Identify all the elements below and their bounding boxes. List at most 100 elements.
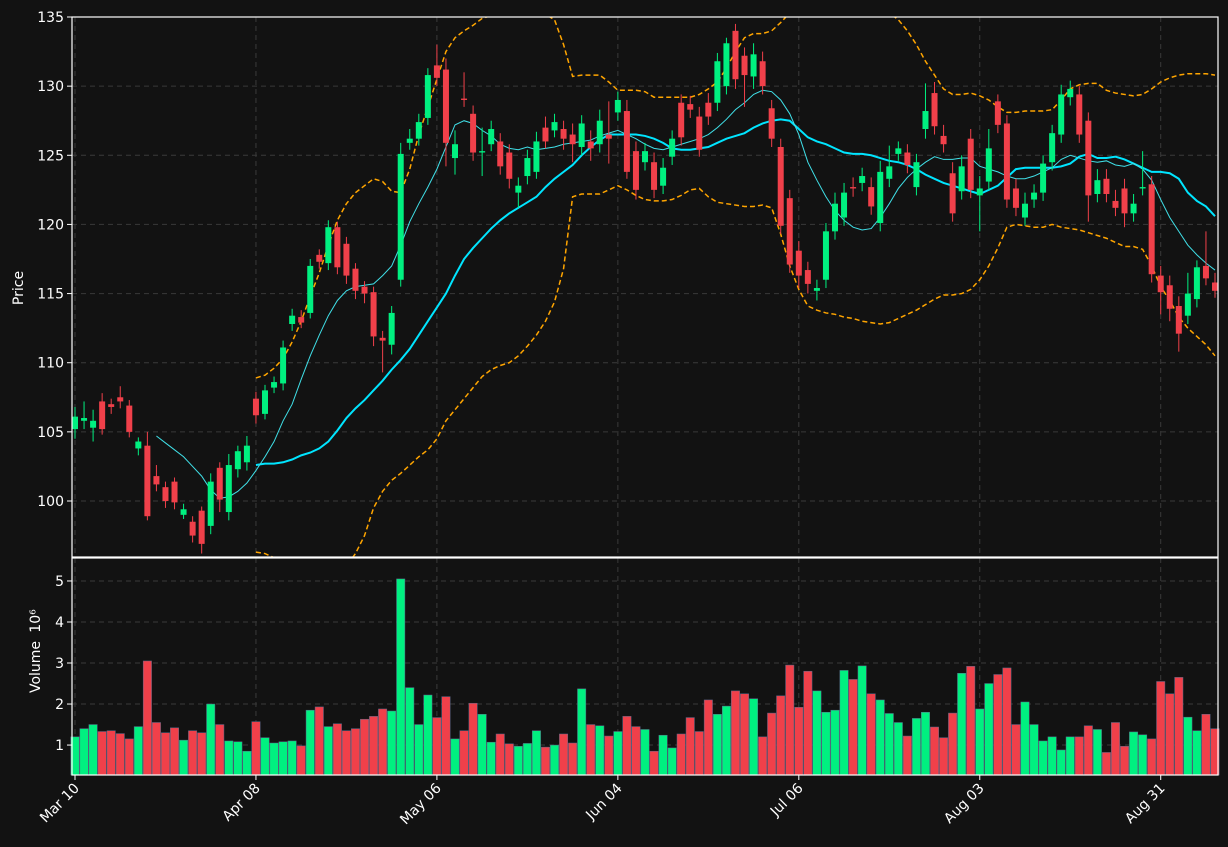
volume-bar	[197, 732, 207, 776]
volume-bar	[848, 679, 858, 776]
volume-bar	[839, 670, 849, 776]
volume-bar	[1029, 724, 1039, 776]
candle-body	[243, 445, 250, 463]
candle-body	[1175, 306, 1182, 334]
y-tick-label: 105	[37, 425, 64, 441]
volume-bar	[893, 722, 903, 776]
volume-bar	[767, 712, 777, 776]
candle-body	[678, 102, 685, 138]
volume-bar	[115, 733, 125, 776]
volume-bar	[432, 717, 442, 776]
candle-body	[1166, 285, 1173, 309]
candle-body	[1139, 187, 1146, 189]
indicator-lines	[156, 17, 1216, 557]
volume-bar	[531, 730, 541, 776]
candle-body	[198, 510, 205, 544]
volume-bar	[1165, 693, 1175, 776]
candle-body	[252, 398, 259, 416]
volume-bar	[884, 713, 894, 776]
candle-body	[1058, 94, 1065, 135]
volume-bar	[586, 724, 596, 776]
volume-bar	[694, 731, 704, 776]
candle-body	[596, 120, 603, 145]
candle-body	[216, 467, 223, 500]
volume-bar	[314, 706, 324, 776]
volume-bar	[405, 687, 415, 776]
candle-body	[822, 231, 829, 280]
volume-bar	[703, 699, 713, 776]
candle-body	[705, 102, 712, 117]
candle-body	[922, 111, 929, 130]
volume-bar	[794, 707, 804, 776]
y-tick-label: 115	[37, 287, 64, 303]
volume-bar	[758, 736, 768, 776]
volume-bar	[541, 746, 550, 776]
candle-body	[642, 151, 648, 163]
candle-body	[1148, 184, 1155, 275]
volume-bar	[151, 722, 161, 776]
candle-body	[605, 134, 612, 139]
candle-body	[388, 312, 395, 345]
volume-bar	[821, 711, 831, 776]
candle-body	[334, 227, 341, 268]
volume-bar	[206, 703, 216, 776]
volume-bar	[260, 737, 270, 776]
volume-bar	[1011, 724, 1021, 776]
indicator-line	[255, 118, 1216, 467]
candle-body	[1121, 188, 1128, 214]
volume-bar	[287, 740, 297, 776]
volume-scale-label: 10⁶	[28, 609, 44, 633]
volume-bar	[269, 742, 279, 776]
volume-bar	[658, 734, 668, 776]
candle-body	[470, 113, 477, 153]
volume-bar	[513, 746, 523, 776]
candle-body	[569, 134, 576, 145]
volume-bar	[749, 698, 759, 776]
volume-bar	[360, 718, 369, 776]
volume-axis-label-group: Volume 10⁶	[28, 609, 44, 693]
volume-bar	[79, 728, 89, 776]
candle-body	[940, 135, 947, 145]
volume-bar	[423, 694, 433, 776]
volume-bar	[568, 742, 578, 776]
volume-bar	[341, 730, 351, 776]
candle-body	[316, 254, 323, 262]
candle-body	[696, 116, 703, 150]
candle-body	[1085, 120, 1092, 196]
volume-bar	[622, 716, 632, 776]
candle-body	[714, 61, 721, 103]
candle-body	[551, 122, 558, 131]
volume-bar	[97, 731, 107, 776]
volume-bar	[613, 731, 623, 776]
candle-body	[587, 141, 594, 149]
volume-bar	[233, 741, 243, 776]
volume-bar	[323, 726, 333, 776]
volume-bar	[1156, 681, 1166, 776]
volume-bar	[1147, 738, 1157, 776]
candle-body	[660, 167, 667, 186]
candle-body	[361, 286, 368, 294]
grid	[72, 16, 1218, 775]
volume-bar	[296, 745, 306, 776]
x-tick-label: Jul 06	[767, 780, 807, 820]
y-tick-label: 130	[37, 79, 64, 95]
volume-bar	[1047, 736, 1057, 776]
candle-body	[859, 176, 866, 183]
price-axis-label: Price	[11, 271, 27, 305]
candle-body	[1012, 188, 1019, 208]
candle-body	[578, 123, 585, 147]
volume-panel	[70, 578, 1220, 776]
volume-bar	[369, 716, 379, 776]
volume-bar	[351, 728, 360, 776]
volume-bar	[332, 723, 342, 776]
volume-bar	[188, 730, 198, 776]
candle-body	[370, 292, 377, 337]
volume-bar	[504, 743, 514, 776]
volume-bar	[550, 744, 559, 776]
candle-body	[180, 509, 187, 515]
candle-body	[651, 162, 658, 190]
volume-bar	[921, 711, 930, 776]
candle-body	[189, 521, 196, 536]
candle-body	[506, 152, 513, 179]
